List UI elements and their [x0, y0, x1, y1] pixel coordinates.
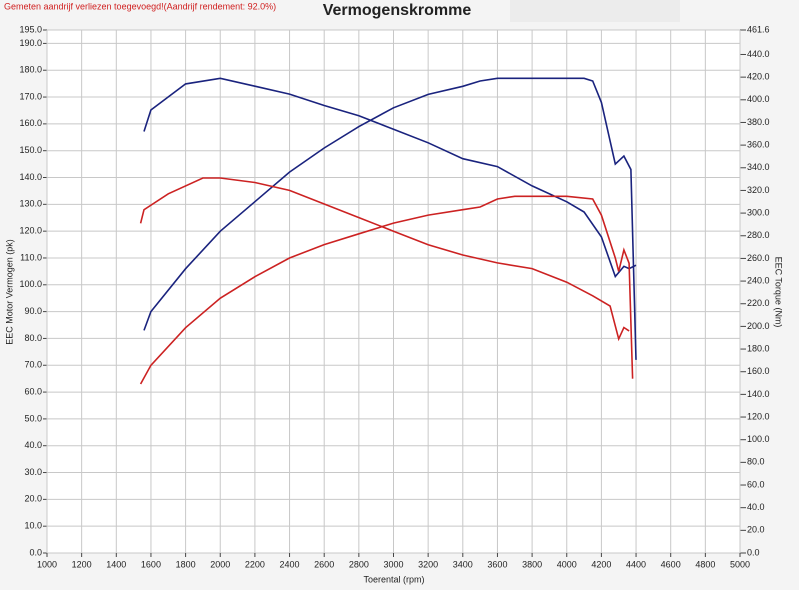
x-tick-label: 4800: [695, 559, 715, 569]
y2-tick-label: 300.0: [747, 207, 770, 217]
header-box: [510, 0, 680, 22]
y-tick-label: 70.0: [24, 360, 42, 370]
y2-tick-label: 160.0: [747, 366, 770, 376]
y2-tick-label: 140.0: [747, 389, 770, 399]
y-tick-label: 110.0: [20, 252, 42, 262]
y2-tick-label: 400.0: [747, 94, 770, 104]
x-tick-label: 1400: [106, 559, 126, 569]
y2-axis-label: EEC Torque (Nm): [774, 257, 784, 328]
y-tick-label: 20.0: [24, 494, 42, 504]
y2-tick-label: 320.0: [747, 185, 770, 195]
y2-tick-label: 260.0: [747, 253, 770, 263]
y-tick-label: 170.0: [19, 91, 42, 101]
y2-tick-label: 100.0: [747, 434, 770, 444]
x-tick-label: 5000: [730, 559, 750, 569]
y2-tick-label: 360.0: [747, 139, 770, 149]
header-note: Gemeten aandrijf verliezen toegevoegd!(A…: [4, 1, 276, 11]
x-tick-label: 3400: [453, 559, 473, 569]
x-tick-label: 2800: [349, 559, 369, 569]
y-tick-label: 30.0: [24, 467, 42, 477]
y-tick-label: 160.0: [19, 118, 42, 128]
y-tick-label: 40.0: [24, 440, 42, 450]
y2-tick-label: 461.6: [747, 24, 770, 34]
y2-tick-label: 340.0: [747, 162, 770, 172]
y2-tick-label: 40.0: [747, 502, 765, 512]
y-tick-label: 130.0: [19, 199, 42, 209]
y-tick-label: 10.0: [24, 521, 42, 531]
x-tick-label: 2600: [314, 559, 334, 569]
chart-title: Vermogenskromme: [323, 2, 472, 19]
x-tick-label: 4400: [626, 559, 646, 569]
curve: [143, 77, 637, 360]
curve: [143, 77, 637, 279]
x-tick-label: 3600: [487, 559, 507, 569]
y-tick-label: 190.0: [19, 38, 42, 48]
curve: [139, 177, 630, 342]
y2-tick-label: 80.0: [747, 457, 765, 467]
y-tick-label: 90.0: [24, 306, 42, 316]
x-tick-label: 1600: [141, 559, 161, 569]
y-axis-label: EEC Motor Vermogen (pk): [4, 239, 14, 345]
y2-tick-label: 120.0: [747, 411, 770, 421]
x-tick-label: 4600: [661, 559, 681, 569]
y-tick-label: 0.0: [29, 547, 42, 557]
x-tick-label: 3800: [522, 559, 542, 569]
x-tick-label: 1800: [176, 559, 196, 569]
x-tick-label: 2000: [210, 559, 230, 569]
y2-tick-label: 180.0: [747, 343, 770, 353]
y-tick-label: 180.0: [19, 65, 42, 75]
y2-tick-label: 60.0: [747, 479, 765, 489]
y-tick-label: 140.0: [19, 172, 42, 182]
x-tick-label: 4000: [557, 559, 577, 569]
x-tick-label: 2200: [245, 559, 265, 569]
y2-tick-label: 380.0: [747, 117, 770, 127]
y2-tick-label: 0.0: [747, 547, 760, 557]
x-tick-label: 1200: [72, 559, 92, 569]
x-tick-label: 1000: [37, 559, 57, 569]
y2-tick-label: 220.0: [747, 298, 770, 308]
x-tick-label: 3000: [383, 559, 403, 569]
y2-tick-label: 440.0: [747, 49, 770, 59]
y-tick-label: 100.0: [19, 279, 42, 289]
y-tick-label: 80.0: [24, 333, 42, 343]
y2-tick-label: 20.0: [747, 525, 765, 535]
y-tick-label: 60.0: [24, 386, 42, 396]
x-tick-label: 4200: [591, 559, 611, 569]
y2-tick-label: 420.0: [747, 72, 770, 82]
y-tick-label: 150.0: [19, 145, 42, 155]
y2-tick-label: 200.0: [747, 321, 770, 331]
x-tick-label: 2400: [280, 559, 300, 569]
y-tick-label: 120.0: [19, 226, 42, 236]
curve: [139, 195, 634, 385]
y-tick-label: 50.0: [24, 413, 42, 423]
y-tick-label: 195.0: [19, 24, 42, 34]
y2-tick-label: 280.0: [747, 230, 770, 240]
x-axis-label: Toerental (rpm): [363, 574, 424, 584]
y2-tick-label: 240.0: [747, 275, 770, 285]
x-tick-label: 3200: [418, 559, 438, 569]
